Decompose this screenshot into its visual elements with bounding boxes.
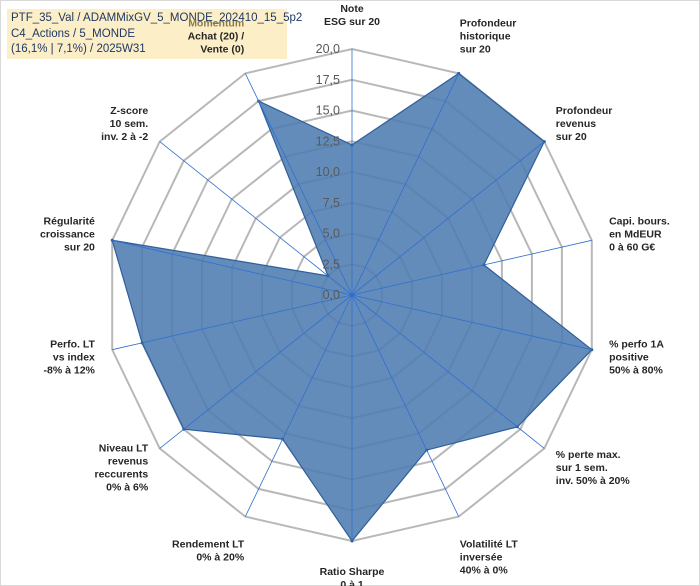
axis-spoke bbox=[244, 73, 353, 296]
axis-label: % perfo 1A positive 50% à 80% bbox=[609, 338, 664, 376]
axis-label: Z-score 10 sem. inv. 2 à -2 bbox=[101, 105, 148, 143]
tick-label: 15,0 bbox=[316, 104, 340, 118]
axis-label: Volatilité LT inversée 40% à 0% bbox=[460, 539, 519, 577]
tick-label: 0,0 bbox=[323, 288, 340, 302]
axis-label: Niveau LT revenus reccurents 0% à 6% bbox=[94, 443, 148, 494]
axis-spoke bbox=[112, 239, 353, 296]
axis-label: Momentum Achat (20) / Vente (0) bbox=[188, 17, 245, 55]
axis-spoke bbox=[351, 239, 592, 296]
axis-spoke bbox=[351, 294, 592, 351]
axis-label: Régularité croissance sur 20 bbox=[40, 216, 95, 254]
axis-label: Profondeur historique sur 20 bbox=[460, 17, 517, 55]
axis-label: Profondeur revenus sur 20 bbox=[556, 105, 613, 143]
title-line-2: C4_Actions / 5_MONDE bbox=[11, 27, 135, 40]
chart-title-box: PTF_35_Val / ADAMMixGV_5_MONDE_202410_15… bbox=[7, 9, 303, 59]
axis-spoke bbox=[351, 294, 460, 517]
title-line-3: (16,1% | 7,1%) / 2025W31 bbox=[11, 43, 146, 55]
axis-spoke bbox=[351, 141, 545, 296]
tick-label: 7,5 bbox=[323, 196, 340, 210]
axis-label: Perfo. LT vs index -8% à 12% bbox=[44, 338, 96, 376]
axis-label: % perte max. sur 1 sem. inv. 50% à 20% bbox=[556, 449, 631, 487]
axis-label: Note ESG sur 20 bbox=[324, 3, 380, 28]
tick-label: 20,0 bbox=[316, 42, 340, 56]
axis-spoke bbox=[159, 141, 353, 296]
tick-label: 5,0 bbox=[323, 227, 340, 241]
spoke-layer bbox=[112, 49, 592, 541]
axis-spoke bbox=[244, 294, 353, 517]
axis-spoke bbox=[351, 73, 460, 296]
tick-label: 10,0 bbox=[316, 165, 340, 179]
tick-label: 2,5 bbox=[323, 257, 340, 271]
axis-label: Ratio Sharpe 0 à 1 bbox=[320, 566, 385, 586]
axis-label: Rendement LT 0% à 20% bbox=[172, 539, 245, 564]
label-layer: Note ESG sur 20 Profondeur historique sur 20… bbox=[40, 3, 670, 586]
axis-spoke bbox=[112, 294, 353, 351]
axis-spoke bbox=[351, 294, 545, 449]
tick-label: 12,5 bbox=[316, 134, 340, 148]
axis-spoke bbox=[159, 294, 353, 449]
tick-label: 17,5 bbox=[316, 73, 340, 87]
axis-label: Capi. bours. en MdEUR 0 à 60 G€ bbox=[609, 216, 670, 254]
title-line-1: PTF_35_Val / ADAMMixGV_5_MONDE_202410_15… bbox=[11, 12, 303, 24]
tick-layer: 0,0 2,5 5,0 7,5 10,0 12,5 15,0 17,5 20,0 bbox=[316, 42, 340, 302]
